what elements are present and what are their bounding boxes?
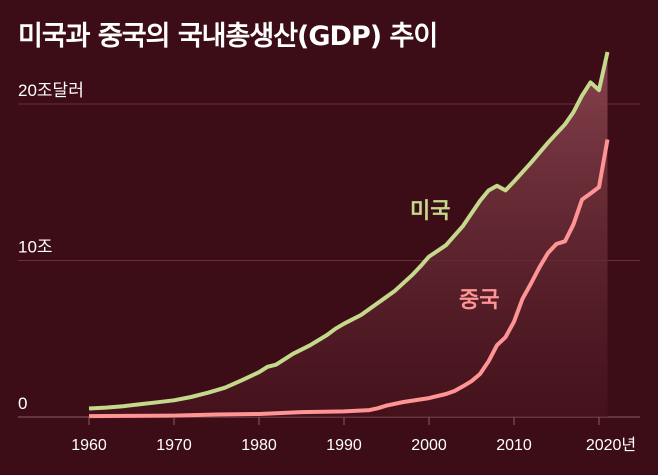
x-tick-label: 1970 xyxy=(156,437,192,454)
us-area-fill xyxy=(89,52,608,417)
x-tick-label: 1960 xyxy=(71,437,107,454)
x-tick-label: 1990 xyxy=(326,437,362,454)
x-tick-label: 1980 xyxy=(241,437,277,454)
china-series-label: 중국 xyxy=(459,288,499,313)
us-gdp-line xyxy=(88,51,610,411)
chart-title: 미국과 중국의 국내총생산(GDP) 추이 xyxy=(18,21,438,52)
x-tick-label: 2010 xyxy=(496,437,532,454)
y-tick-label: 0 xyxy=(18,394,27,413)
china-gdp-line xyxy=(88,139,610,419)
x-tick-label: 2020년 xyxy=(586,436,636,454)
y-tick-label: 10조 xyxy=(18,238,53,257)
y-tick-label: 20조달러 xyxy=(18,81,84,100)
x-tick-label: 2000 xyxy=(411,437,447,454)
us-series-label: 미국 xyxy=(410,199,450,224)
